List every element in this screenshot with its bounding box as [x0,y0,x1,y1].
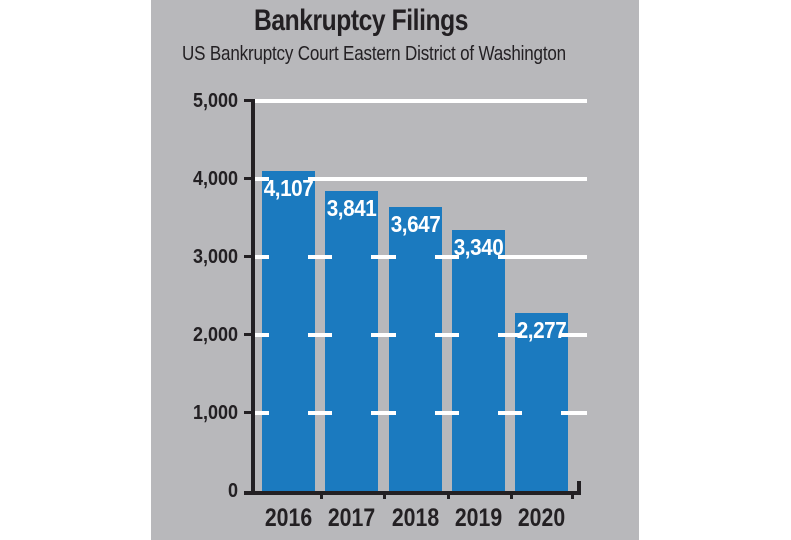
gridline-notch [262,333,269,337]
gridline-notch [308,255,315,259]
y-axis-tick [244,333,251,336]
gridline-notch [515,411,522,415]
gridline-notch [389,333,396,337]
x-category-label: 2020 [517,504,566,532]
y-axis-tick-label: 1,000 [192,402,238,424]
y-axis-tick-label: 3,000 [192,246,238,268]
y-axis-line [251,99,255,495]
y-axis-tick-label: 0 [227,480,238,502]
bar-value-label: 4,107 [263,175,314,201]
gridline-notch [371,255,378,259]
gridline-notch [325,411,332,415]
x-category-label: 2017 [327,504,376,532]
y-axis-tick [244,411,251,414]
gridline-notch [498,333,505,337]
x-category-label: 2019 [454,504,503,532]
gridline-notch [561,411,568,415]
gridline-notch [308,411,315,415]
gridline-notch [498,255,505,259]
gridline-notch [561,333,568,337]
gridline-notch [389,411,396,415]
gridline-notch [325,333,332,337]
gridline-notch [515,333,522,337]
bar-value-label: 3,647 [390,211,441,237]
x-axis-tick [447,495,450,499]
bar [389,207,442,491]
x-axis-end-cap [577,481,581,491]
y-axis-tick [244,99,251,102]
y-axis-tick-label: 5,000 [192,90,238,112]
y-axis-tick [244,177,251,180]
x-category-label: 2018 [391,504,440,532]
gridline-notch [262,411,269,415]
chart-subtitle: US Bankruptcy Court Eastern District of … [182,43,566,65]
bar [262,171,315,491]
y-axis-tick-label: 4,000 [192,168,238,190]
gridline-notch [452,255,459,259]
x-axis-tick [320,495,323,499]
y-axis-tick-label: 2,000 [192,324,238,346]
gridline-notch [325,255,332,259]
gridline-notch [435,255,442,259]
gridline-notch [452,411,459,415]
gridline-notch [452,333,459,337]
gridline-notch [308,333,315,337]
gridline-notch [371,411,378,415]
bar [515,313,568,491]
x-category-label: 2016 [264,504,313,532]
x-axis-tick [383,495,386,499]
x-axis-line [244,491,581,495]
gridline [255,177,587,181]
x-axis-tick [571,495,574,499]
gridline-notch [308,177,315,181]
gridline-notch [498,411,505,415]
gridline-notch [262,255,269,259]
gridline-notch [389,255,396,259]
chart-title: Bankruptcy Filings [253,4,469,37]
gridline-notch [435,333,442,337]
x-axis-tick [510,495,513,499]
bar [325,191,378,491]
bar-value-label: 3,841 [326,195,377,221]
bar [452,230,505,491]
gridline [255,99,587,103]
y-axis-tick [244,255,251,258]
bar-value-label: 2,277 [516,317,567,343]
gridline-notch [262,177,269,181]
gridline-notch [435,411,442,415]
bar-value-label: 3,340 [453,234,504,260]
gridline-notch [371,333,378,337]
